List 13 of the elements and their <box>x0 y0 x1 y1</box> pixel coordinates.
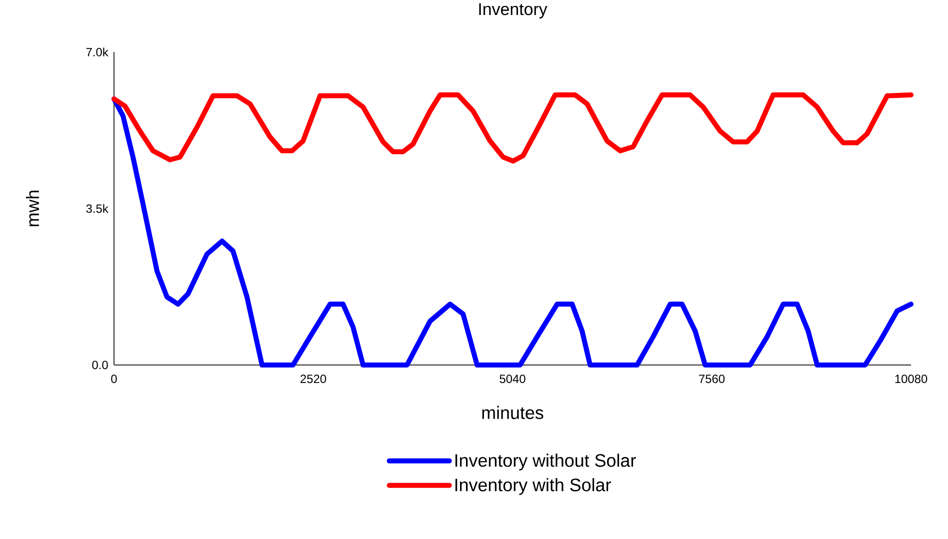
x-tick-label: 7560 <box>699 374 725 384</box>
chart-title: Inventory <box>479 3 548 18</box>
x-axis-title: minutes <box>482 406 544 420</box>
y-tick-label: 0.0 <box>92 360 108 370</box>
x-tick-label: 10080 <box>895 374 928 384</box>
x-tick-label: 0 <box>111 374 117 384</box>
legend-label: Inventory without Solar <box>455 454 636 470</box>
y-tick-label: 3.5k <box>86 204 108 213</box>
y-axis-title: mwh <box>26 190 39 226</box>
y-tick-label: 7.0k <box>86 48 108 56</box>
x-tick-label: 5040 <box>500 374 526 384</box>
x-tick-label: 2520 <box>300 374 326 384</box>
legend-label: Inventory with Solar <box>455 478 611 495</box>
